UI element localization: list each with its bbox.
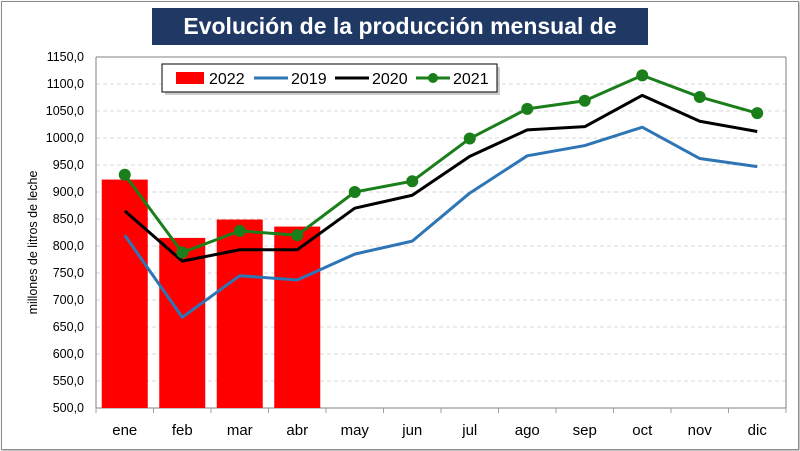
y-tick-label: 1050,0 — [46, 104, 84, 118]
point-2021-oct — [636, 69, 649, 82]
legend-swatch-2022 — [176, 72, 204, 84]
y-tick-label: 950,0 — [53, 158, 84, 172]
y-tick-label: 1150,0 — [47, 50, 84, 64]
point-2021-may — [348, 186, 361, 198]
x-tick-label: jul — [461, 422, 477, 439]
x-tick-label: jun — [401, 422, 422, 439]
point-2021-nov — [693, 90, 706, 103]
legend-label-2021: 2021 — [453, 71, 489, 88]
x-tick-label: mar — [227, 422, 253, 439]
bar-2022-feb — [159, 237, 206, 408]
y-tick-label: 850,0 — [53, 212, 84, 226]
y-axis-label: millones de litros de leche — [26, 171, 40, 315]
legend-marker-2021 — [428, 73, 438, 83]
y-tick-label: 650,0 — [53, 320, 84, 334]
legend-label-2022: 2022 — [209, 71, 245, 88]
x-tick-label: may — [341, 422, 370, 439]
point-2021-ago — [521, 102, 534, 115]
y-tick-label: 550,0 — [53, 374, 84, 388]
legend-label-2020: 2020 — [372, 71, 408, 88]
y-tick-label: 700,0 — [53, 293, 84, 307]
y-tick-label: 1000,0 — [46, 131, 84, 145]
y-tick-label: 1100,0 — [47, 77, 84, 91]
line-2020 — [123, 93, 758, 263]
point-2021-mar — [233, 224, 246, 237]
x-tick-label: ene — [112, 422, 137, 439]
x-tick-label: abr — [286, 422, 308, 439]
y-tick-label: 750,0 — [53, 266, 84, 280]
point-2021-feb — [176, 246, 189, 259]
x-tick-label: feb — [172, 422, 193, 439]
x-tick-label: ago — [515, 422, 540, 439]
bar-2022-abr — [274, 226, 321, 408]
x-tick-label: oct — [632, 422, 653, 439]
bar-2022-ene — [101, 179, 148, 408]
x-tick-label: nov — [688, 422, 713, 439]
x-tick-label: sep — [573, 422, 597, 439]
y-tick-label: 800,0 — [53, 239, 84, 253]
point-2021-abr — [291, 229, 304, 242]
x-tick-label: dic — [748, 422, 768, 439]
y-tick-label: 600,0 — [53, 347, 84, 361]
point-2021-dic — [751, 107, 764, 120]
legend-label-2019: 2019 — [291, 71, 327, 88]
line-2019 — [123, 125, 758, 319]
y-tick-label: 900,0 — [53, 185, 84, 199]
point-2021-ene — [118, 168, 131, 181]
point-2021-jul — [463, 132, 476, 145]
line-2021 — [123, 73, 758, 254]
bar-2022-mar — [216, 219, 263, 408]
point-2021-jun — [406, 175, 419, 188]
point-2021-sep — [578, 94, 591, 107]
y-tick-label: 500,0 — [53, 401, 84, 415]
